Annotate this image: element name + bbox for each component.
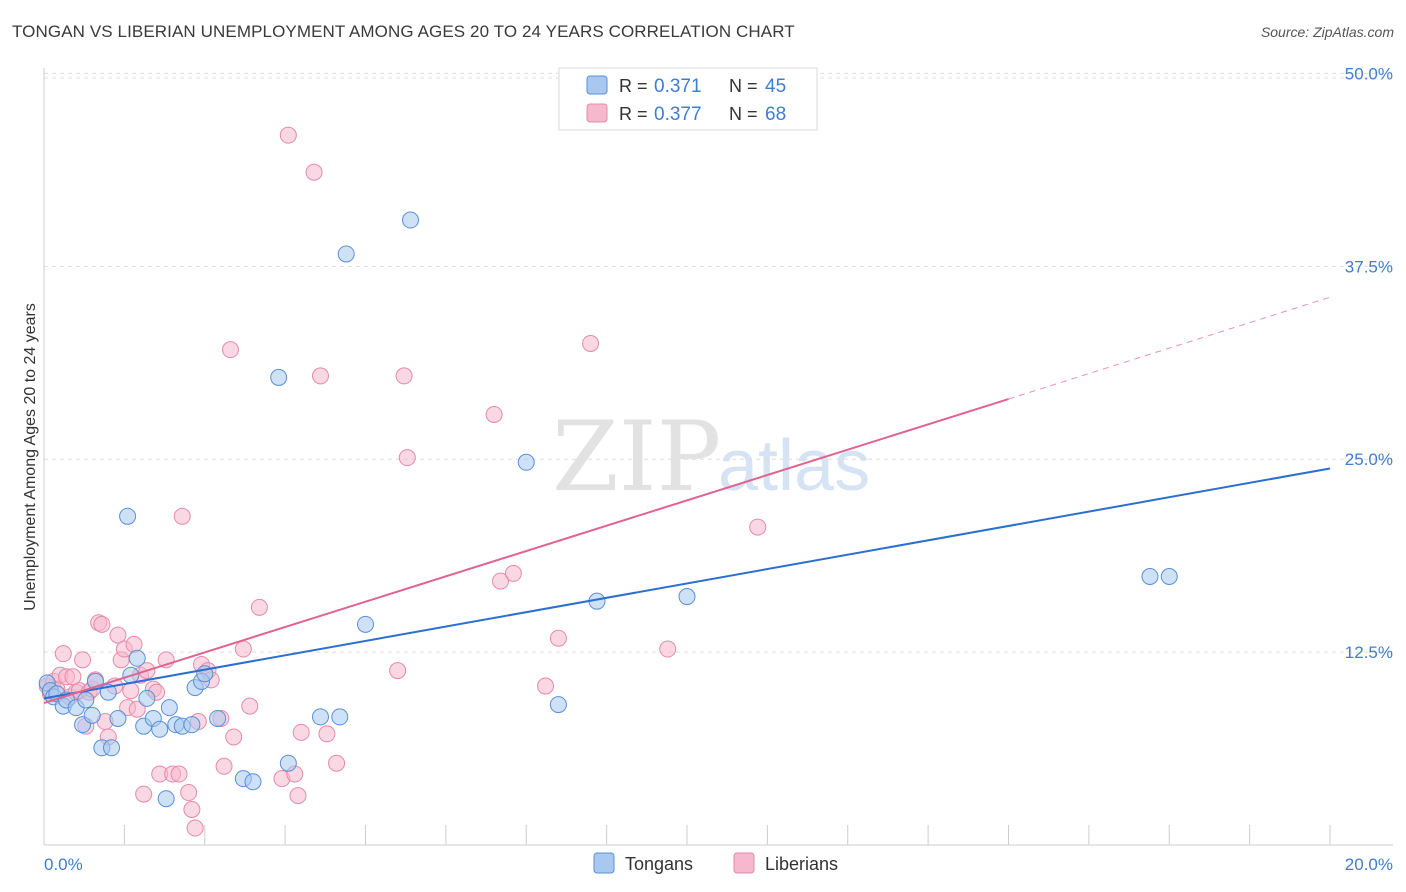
legend-n-label-tongans: N =	[729, 76, 758, 96]
liberian-point	[242, 698, 258, 714]
y-tick-label: 37.5%	[1345, 257, 1393, 276]
liberian-point	[171, 766, 187, 782]
tongan-point	[271, 369, 287, 385]
liberian-point	[181, 785, 197, 801]
liberian-point	[293, 724, 309, 740]
liberian-point	[750, 519, 766, 535]
legend-n-value-tongans: 45	[765, 76, 786, 97]
tongan-point	[338, 246, 354, 262]
tongan-point	[550, 697, 566, 713]
tongan-point	[152, 721, 168, 737]
liberian-point	[235, 641, 251, 657]
tongan-point	[129, 650, 145, 666]
legend-n-value-liberians: 68	[765, 104, 786, 125]
tongan-point	[332, 709, 348, 725]
liberian-point	[187, 820, 203, 836]
liberian-point	[184, 802, 200, 818]
liberian-point	[55, 646, 71, 662]
liberian-point	[94, 616, 110, 632]
legend-r-value-tongans: 0.371	[654, 76, 702, 97]
legend-top: R = 0.371 N = 45 R = 0.377 N = 68	[559, 68, 817, 130]
legend-bottom: Tongans Liberians	[594, 853, 838, 874]
liberian-point	[390, 663, 406, 679]
liberian-point	[75, 652, 91, 668]
y-tick-label: 12.5%	[1345, 643, 1393, 662]
legend-r-label-tongans: R =	[619, 76, 648, 96]
tongan-point	[312, 709, 328, 725]
tongan-point	[210, 710, 226, 726]
tongan-point	[1142, 568, 1158, 584]
legend-bottom-label-liberians: Liberians	[765, 854, 838, 874]
grid-layer	[44, 73, 1393, 652]
liberian-point	[396, 368, 412, 384]
liberian-point	[306, 164, 322, 180]
tongan-point	[84, 707, 100, 723]
legend-n-label-liberians: N =	[729, 104, 758, 124]
liberian-point	[550, 630, 566, 646]
liberian-point	[136, 786, 152, 802]
legend-swatch-tongans	[587, 76, 607, 94]
legend-swatch-liberians	[587, 104, 607, 122]
liberian-point	[329, 755, 345, 771]
x-tick-label-max: 20.0%	[1345, 855, 1393, 874]
liberian-point	[486, 406, 502, 422]
liberian-point	[312, 368, 328, 384]
tongan-point	[158, 791, 174, 807]
legend-bottom-label-tongans: Tongans	[625, 854, 693, 874]
legend-bottom-swatch-tongans	[594, 853, 614, 873]
tongan-point	[358, 616, 374, 632]
liberian-point	[583, 335, 599, 351]
watermark-zip: ZIP	[552, 401, 721, 513]
liberian-point	[290, 788, 306, 804]
chart-canvas: ZIP atlas 12.5%25.0%37.5%50.0% Unemploym…	[0, 0, 1406, 892]
tongan-point	[78, 692, 94, 708]
liberian-point	[126, 636, 142, 652]
tongan-point	[110, 710, 126, 726]
liberian-point	[399, 450, 415, 466]
liberian-point	[226, 729, 242, 745]
tongan-point	[245, 774, 261, 790]
liberians-trend-extension	[1009, 297, 1331, 399]
x-tick-label-min: 0.0%	[44, 855, 83, 874]
liberian-point	[538, 678, 554, 694]
tongan-point	[139, 690, 155, 706]
legend-r-label-liberians: R =	[619, 104, 648, 124]
tongan-point	[280, 755, 296, 771]
tongan-point	[104, 740, 120, 756]
liberian-point	[216, 758, 232, 774]
legend-bottom-swatch-liberians	[734, 853, 754, 873]
y-tick-label: 25.0%	[1345, 450, 1393, 469]
liberian-point	[174, 508, 190, 524]
tongan-point	[184, 717, 200, 733]
legend-r-value-liberians: 0.377	[654, 104, 702, 125]
liberian-point	[222, 342, 238, 358]
tongan-point	[1161, 568, 1177, 584]
liberian-point	[660, 641, 676, 657]
liberian-point	[251, 599, 267, 615]
y-axis-title: Unemployment Among Ages 20 to 24 years	[22, 303, 39, 611]
y-tick-label: 50.0%	[1345, 64, 1393, 83]
tongan-point	[161, 700, 177, 716]
liberian-point	[319, 726, 335, 742]
tongan-point	[403, 212, 419, 228]
liberian-point	[123, 683, 139, 699]
liberian-point	[505, 565, 521, 581]
trend-layer	[44, 297, 1330, 703]
liberian-point	[280, 127, 296, 143]
tongan-point	[518, 454, 534, 470]
tongan-point	[679, 589, 695, 605]
tongan-point	[120, 508, 136, 524]
